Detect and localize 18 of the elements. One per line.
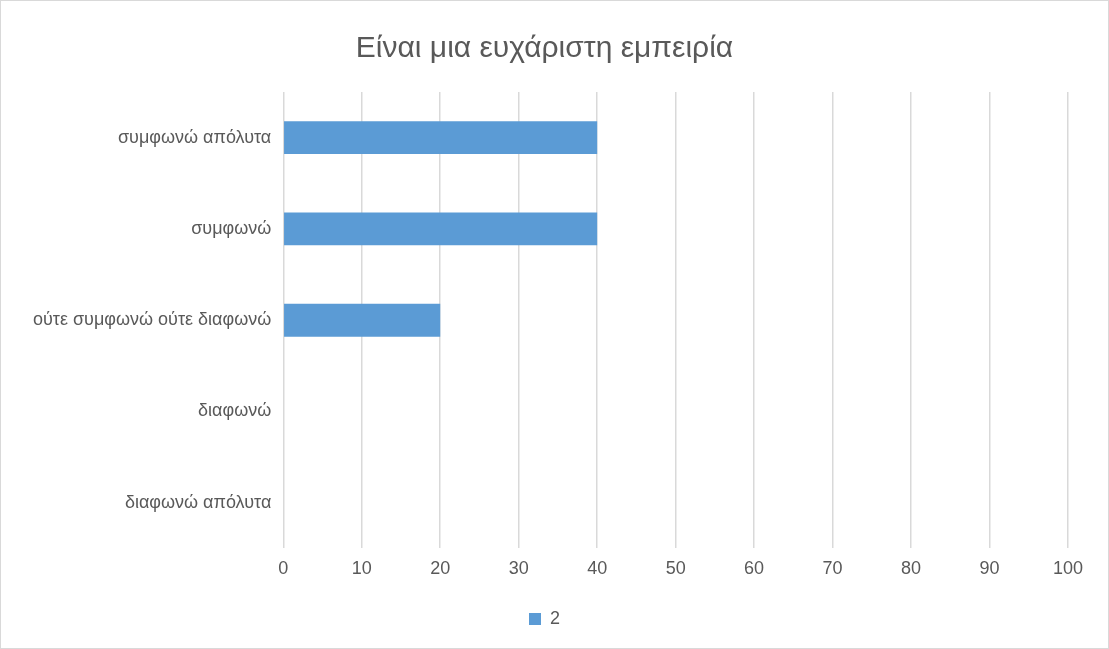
x-tick-label: 20 bbox=[430, 558, 451, 579]
y-tick-label: ούτε συμφωνώ ούτε διαφωνώ bbox=[32, 309, 272, 330]
x-tick-label: 10 bbox=[351, 558, 372, 579]
x-tick-label: 40 bbox=[587, 558, 608, 579]
x-tick-label: 60 bbox=[744, 558, 765, 579]
x-tick-label: 100 bbox=[1052, 558, 1084, 579]
y-tick-label: διαφωνώ απόλυτα bbox=[124, 491, 272, 512]
y-tick-label: διαφωνώ bbox=[198, 400, 272, 421]
chart-title: Είναι μια ευχάριστη εμπειρία bbox=[355, 30, 734, 64]
x-tick-label: 50 bbox=[665, 558, 686, 579]
y-tick-label: συμφωνώ απόλυτα bbox=[118, 126, 272, 147]
x-tick-label: 90 bbox=[979, 558, 1000, 579]
x-tick-label: 0 bbox=[278, 558, 289, 579]
x-tick-label: 70 bbox=[822, 558, 843, 579]
x-tick-label: 80 bbox=[901, 558, 922, 579]
x-tick-label: 30 bbox=[508, 558, 529, 579]
legend-label: 2 bbox=[549, 607, 561, 628]
y-tick-label: συμφωνώ bbox=[191, 217, 272, 238]
